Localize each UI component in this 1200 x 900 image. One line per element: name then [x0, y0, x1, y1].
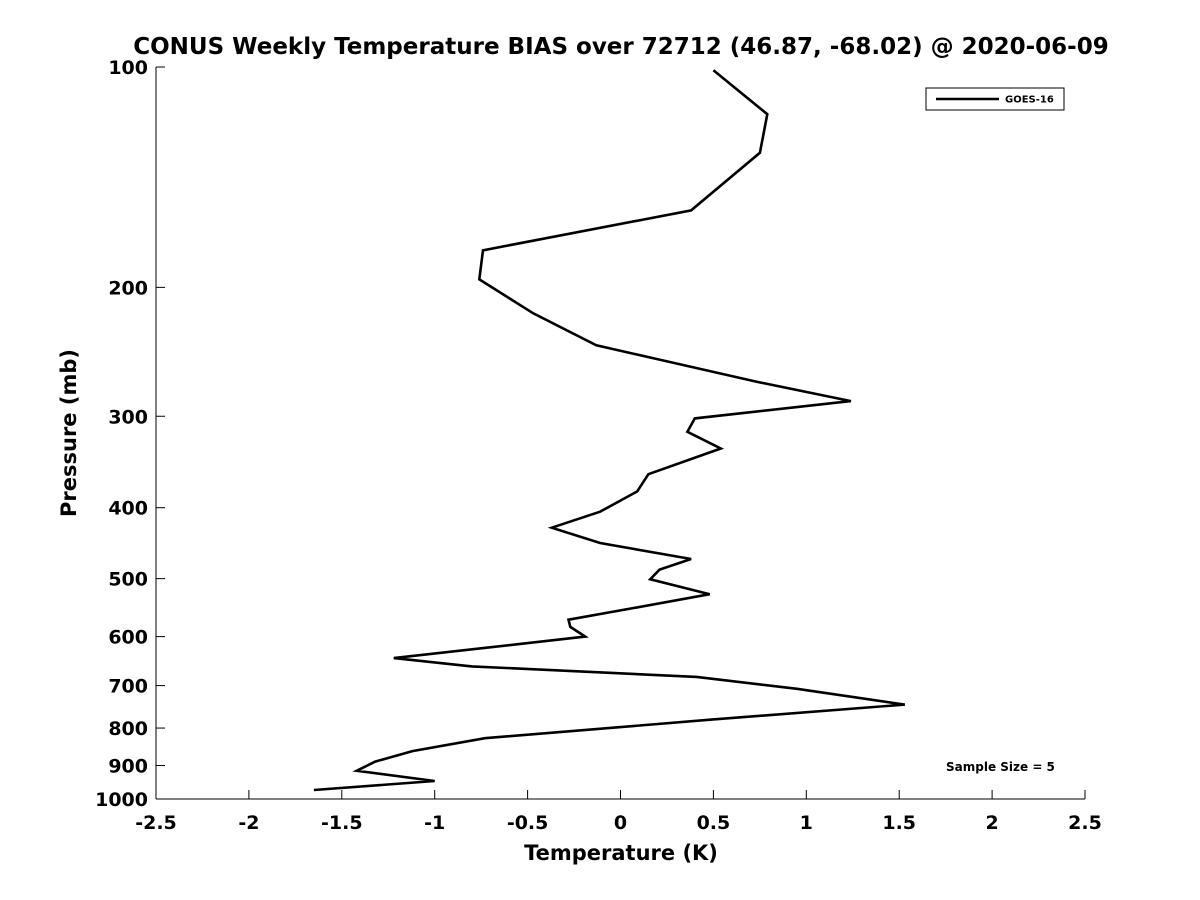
x-tick-label: 1.5: [882, 812, 916, 834]
y-tick-label: 800: [108, 718, 148, 740]
x-tick-label: -2: [238, 812, 259, 834]
y-tick-label: 700: [108, 676, 148, 698]
y-tick-label: 600: [108, 627, 148, 649]
axes: [155, 67, 1085, 800]
x-axis-label: Temperature (K): [524, 841, 718, 865]
y-tick-label: 300: [108, 406, 148, 428]
ticks: -2.5 -2 -1.5 -1 -0.5 0 0.5 1 1.5 2 2.5 100 200 300 400…: [95, 57, 1102, 834]
x-tick-label: -2.5: [135, 812, 177, 834]
legend-label: GOES-16: [1005, 95, 1054, 106]
legend: GOES-16: [925, 87, 1065, 111]
y-tick-label: 900: [108, 756, 148, 778]
y-tick-label: 500: [108, 569, 148, 591]
x-tick-label: 2.5: [1068, 812, 1102, 834]
y-tick-label: 400: [108, 498, 148, 520]
y-tick-label: 200: [108, 277, 148, 299]
series-line-goes-16: [313, 69, 905, 792]
x-tick-label: 0: [614, 812, 627, 834]
x-tick-label: 1: [800, 812, 813, 834]
x-tick-label: 0.5: [697, 812, 731, 834]
y-axis-label: Pressure (mb): [57, 349, 81, 517]
x-tick-label: -1.5: [321, 812, 363, 834]
y-tick-label: 100: [108, 57, 148, 79]
x-tick-label: -1: [424, 812, 445, 834]
y-tick-label: 1000: [95, 789, 148, 811]
x-tick-label: 2: [985, 812, 998, 834]
sample-size-note: Sample Size = 5: [946, 760, 1055, 774]
chart-title: CONUS Weekly Temperature BIAS over 72712…: [133, 34, 1108, 60]
x-tick-label: -0.5: [507, 812, 549, 834]
